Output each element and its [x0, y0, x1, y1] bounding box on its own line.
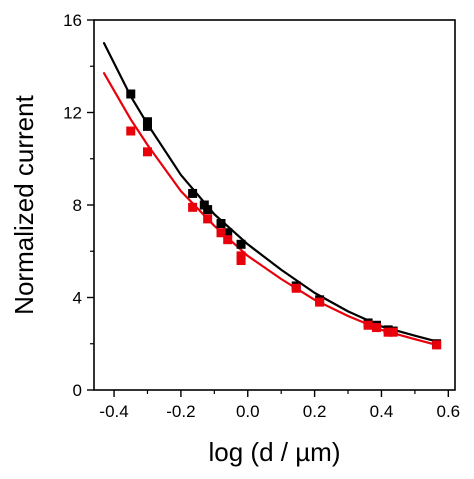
- fit-curves: [102, 42, 438, 347]
- data-point-1: [223, 235, 233, 245]
- fit-curve-0: [102, 42, 438, 343]
- y-tick-label: 16: [63, 11, 82, 30]
- x-tick-label: 0.6: [436, 402, 460, 421]
- plot-frame: [93, 19, 456, 391]
- data-point-0: [142, 117, 152, 127]
- x-tick-label: 0.4: [370, 402, 394, 421]
- data-point-0: [216, 219, 226, 228]
- y-axis-label: Normalized current: [9, 94, 39, 314]
- data-point-0: [142, 121, 152, 131]
- data-point-1: [236, 256, 246, 265]
- axis-ticks: -0.4 -0.2 0.0 0.2 0.4 0.6 0 4 8 12 16: [63, 11, 460, 421]
- x-tick-label: 0.2: [303, 402, 327, 421]
- data-point-0: [188, 188, 198, 198]
- data-point-1: [315, 297, 325, 307]
- data-point-1: [203, 214, 213, 224]
- data-point-1: [142, 147, 152, 157]
- x-tick-label: 0.0: [236, 402, 260, 421]
- y-tick-label: 4: [73, 289, 82, 308]
- y-tick-label: 8: [73, 196, 82, 215]
- data-point-1: [383, 327, 393, 337]
- data-markers: [126, 89, 442, 350]
- data-point-1: [363, 320, 373, 330]
- data-point-0: [199, 200, 209, 210]
- data-point-1: [216, 228, 226, 238]
- data-point-0: [126, 89, 136, 99]
- data-point-1: [291, 283, 301, 293]
- y-tick-label: 12: [63, 104, 82, 123]
- data-point-1: [236, 251, 246, 261]
- data-point-1: [126, 126, 136, 136]
- fit-curve-1: [102, 72, 438, 347]
- data-point-1: [188, 202, 198, 212]
- data-point-0: [236, 239, 246, 249]
- data-point-0: [203, 205, 213, 215]
- data-point-1: [432, 340, 442, 350]
- data-point-1: [388, 327, 398, 337]
- data-point-0: [223, 228, 233, 238]
- y-tick-label: 0: [73, 381, 82, 400]
- x-tick-label: -0.2: [166, 402, 195, 421]
- x-tick-label: -0.4: [99, 402, 128, 421]
- x-axis-label: log (d / µm): [208, 437, 340, 467]
- data-point-1: [371, 323, 381, 333]
